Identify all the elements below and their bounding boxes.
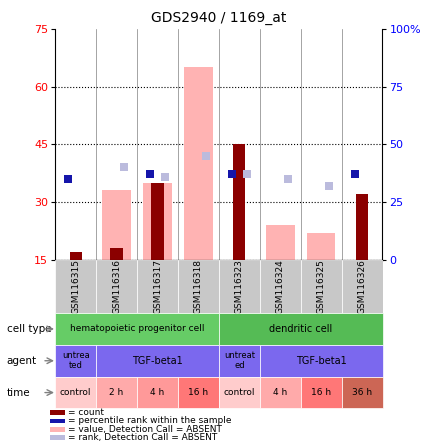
Text: control: control	[224, 388, 255, 397]
Text: 36 h: 36 h	[352, 388, 372, 397]
Bar	[102, 190, 131, 260]
Text: dendritic cell: dendritic cell	[269, 324, 332, 334]
Bar	[137, 260, 178, 313]
Text: GSM116323: GSM116323	[235, 259, 244, 314]
Text: control: control	[60, 388, 91, 397]
Text: GSM116325: GSM116325	[317, 259, 326, 314]
Text: 4 h: 4 h	[273, 388, 287, 397]
Bar	[151, 183, 164, 260]
Bar	[55, 377, 96, 408]
Text: 2 h: 2 h	[110, 388, 124, 397]
Text: GSM116316: GSM116316	[112, 259, 121, 314]
Text: cell type: cell type	[6, 324, 51, 334]
Bar	[50, 435, 65, 440]
Bar	[96, 260, 137, 313]
Bar	[307, 233, 335, 260]
Bar	[50, 410, 65, 415]
Bar	[55, 260, 96, 313]
Bar	[233, 144, 246, 260]
Text: 4 h: 4 h	[150, 388, 164, 397]
Bar	[260, 260, 300, 313]
Title: GDS2940 / 1169_at: GDS2940 / 1169_at	[151, 11, 286, 25]
Text: = value, Detection Call = ABSENT: = value, Detection Call = ABSENT	[68, 425, 222, 434]
Bar	[342, 260, 383, 313]
Text: GSM116326: GSM116326	[357, 259, 366, 314]
Bar	[342, 377, 383, 408]
Bar	[219, 377, 260, 408]
Text: GSM116315: GSM116315	[71, 259, 80, 314]
Bar	[55, 345, 96, 377]
Bar	[266, 225, 295, 260]
Text: hematopoietic progenitor cell: hematopoietic progenitor cell	[70, 325, 204, 333]
Text: = percentile rank within the sample: = percentile rank within the sample	[68, 416, 232, 425]
Text: 16 h: 16 h	[188, 388, 209, 397]
Bar	[219, 260, 260, 313]
Bar	[315, 260, 327, 264]
Bar	[274, 260, 286, 264]
Text: untrea
ted: untrea ted	[62, 351, 90, 370]
Text: GSM116317: GSM116317	[153, 259, 162, 314]
Bar	[50, 419, 65, 424]
Bar	[356, 194, 368, 260]
Text: time: time	[6, 388, 30, 397]
Bar	[184, 67, 213, 260]
Text: untreat
ed: untreat ed	[224, 351, 255, 370]
Bar	[260, 345, 382, 377]
Text: GSM116324: GSM116324	[276, 259, 285, 314]
Bar	[110, 248, 123, 260]
Text: agent: agent	[6, 356, 37, 366]
Bar	[137, 377, 178, 408]
Bar	[55, 313, 219, 345]
Bar	[50, 427, 65, 432]
Bar	[178, 260, 219, 313]
Bar	[70, 252, 82, 260]
Bar	[260, 377, 300, 408]
Bar	[300, 260, 342, 313]
Bar	[219, 313, 382, 345]
Text: GSM116318: GSM116318	[194, 259, 203, 314]
Bar	[300, 377, 342, 408]
Bar	[219, 345, 260, 377]
Bar	[96, 377, 137, 408]
Bar	[178, 377, 219, 408]
Text: = count: = count	[68, 408, 105, 417]
Bar	[192, 260, 204, 264]
Text: TGF-beta1: TGF-beta1	[132, 356, 183, 366]
Text: 16 h: 16 h	[311, 388, 331, 397]
Bar	[96, 345, 219, 377]
Text: TGF-beta1: TGF-beta1	[296, 356, 346, 366]
Text: = rank, Detection Call = ABSENT: = rank, Detection Call = ABSENT	[68, 433, 218, 442]
Bar	[143, 183, 172, 260]
